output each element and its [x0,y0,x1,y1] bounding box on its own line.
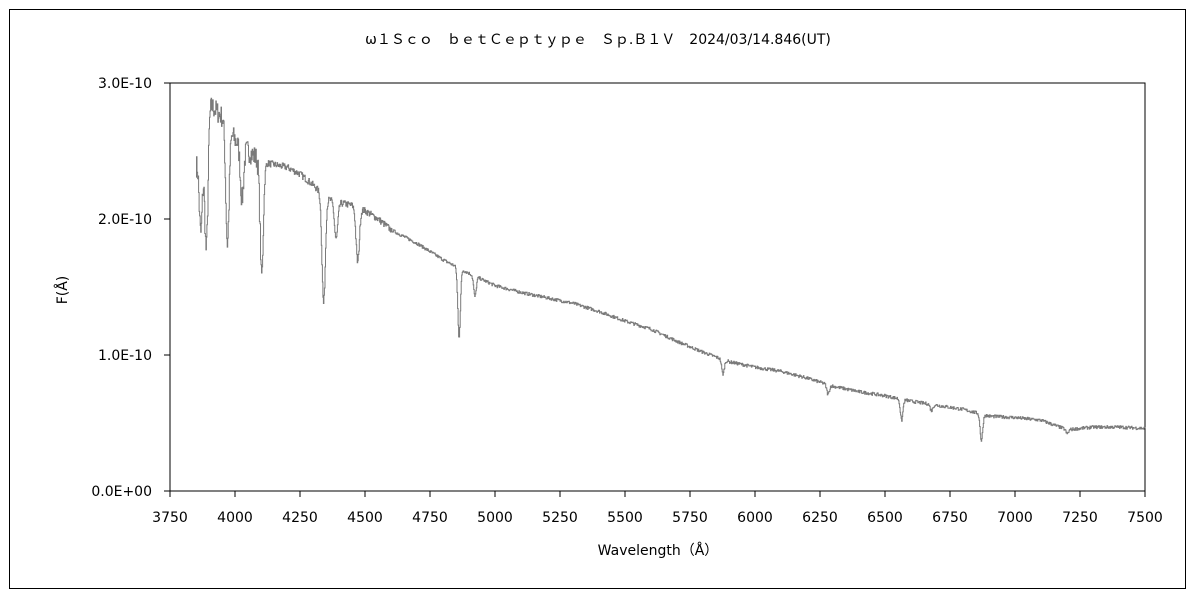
x-tick-label: 7000 [997,510,1033,526]
y-tick-label: 3.0E-10 [98,76,152,92]
y-axis: 0.0E+00 1.0E-10 2.0E-10 3.0E-10 [91,76,170,500]
x-tick-label: 6750 [932,510,968,526]
x-tick-label: 7500 [1127,510,1163,526]
y-tick-label: 1.0E-10 [98,348,152,364]
x-tick-label: 7250 [1062,510,1098,526]
y-axis-label: F(Å) [54,276,71,305]
x-tick-label: 5250 [542,510,578,526]
chart-title: ω１Ｓｃｏ ｂｅｔＣｅｐｔｙｐｅ Ｓｐ.Ｂ１Ｖ 2024/03/14.846(U… [365,32,831,48]
chart-frame: ω１Ｓｃｏ ｂｅｔＣｅｐｔｙｐｅ Ｓｐ.Ｂ１Ｖ 2024/03/14.846(U… [9,9,1186,589]
spectrum-chart: ω１Ｓｃｏ ｂｅｔＣｅｐｔｙｐｅ Ｓｐ.Ｂ１Ｖ 2024/03/14.846(U… [54,32,1163,559]
y-tick-label: 0.0E+00 [91,484,152,500]
y-tick-label: 2.0E-10 [98,212,152,228]
x-tick-label: 3750 [152,510,188,526]
x-tick-label: 5000 [477,510,513,526]
x-tick-label: 4500 [347,510,383,526]
x-tick-label: 6500 [867,510,903,526]
plot-area [169,82,1146,492]
x-axis: 3750 4000 4250 4500 4750 5000 5250 5500 5750 6000… [152,491,1163,526]
x-tick-label: 4000 [217,510,253,526]
x-axis-label: Wavelength（Å） [598,542,719,559]
x-tick-label: 6250 [802,510,838,526]
x-tick-label: 5500 [607,510,643,526]
x-tick-label: 4250 [282,510,318,526]
x-tick-label: 5750 [672,510,708,526]
spectrum-line [196,97,1146,442]
x-tick-label: 6000 [737,510,773,526]
x-tick-label: 4750 [412,510,448,526]
